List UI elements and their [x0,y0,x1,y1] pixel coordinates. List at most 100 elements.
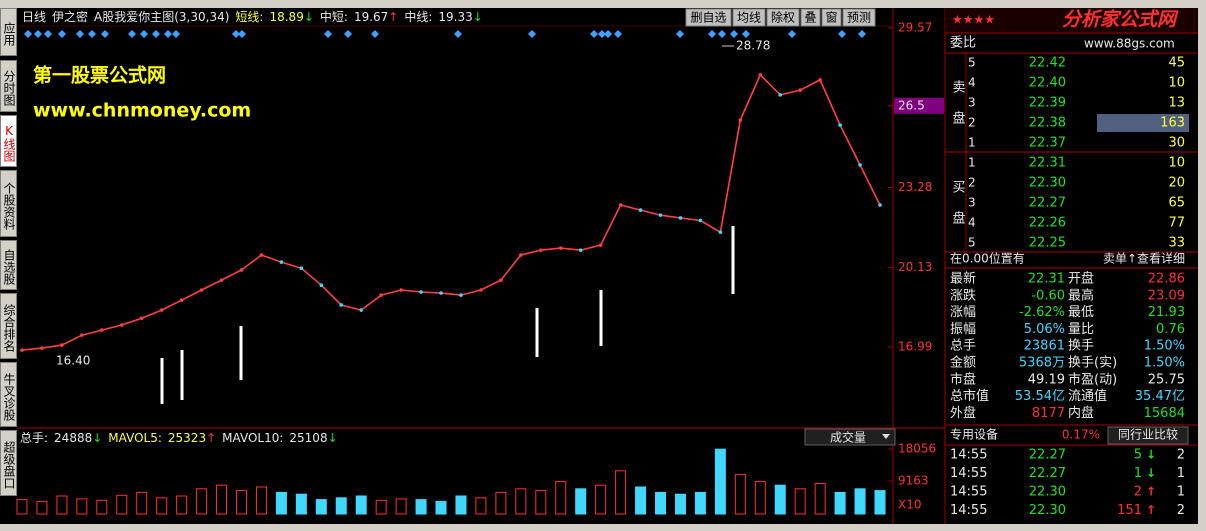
toolbar-button[interactable] [766,8,800,27]
signal-diamond [152,30,160,38]
toolbar-label: 叠 [804,11,816,25]
trade-arrow: ↓ [1146,466,1156,480]
dropdown-arrow [882,434,890,439]
menu-strip [0,0,1206,8]
volume-bar [734,473,746,515]
toolbar-label: 预测 [847,11,871,25]
toolbar-button[interactable] [685,8,732,27]
price: 22.38 [1029,116,1066,131]
stat-label: 涨幅 [950,305,976,320]
price-point [100,328,104,332]
side-label: 买盘 [950,180,966,242]
trade-price: 22.30 [1029,485,1066,500]
compare-button[interactable] [1107,426,1189,445]
price-point [479,288,483,292]
nav-tab[interactable]: 自选股 [0,240,17,290]
toolbar-button[interactable] [842,8,876,27]
toolbar-button[interactable] [821,8,842,27]
volume-bar [575,488,587,515]
segment: 中线: [404,9,432,24]
signal-diamond [454,30,462,38]
volume-bar [395,498,407,515]
stat-value: 25.75 [1148,372,1185,387]
trade-count: 1 [1177,485,1185,500]
signal-diamond [164,30,172,38]
toolbar-button[interactable] [800,8,821,27]
signal-diamond [614,30,622,38]
signal-diamond [101,30,109,38]
volume-bar [216,484,228,515]
signal-diamond [24,30,32,38]
volume-bar [694,491,706,515]
signal-diamond [88,30,96,38]
stat-label: 换手(实) [1068,356,1117,371]
price-point [538,248,543,252]
side-label: 卖盘 [950,80,966,142]
volume-bar [555,481,567,515]
segment: 18.89 [269,10,303,24]
volume: 45 [1168,56,1185,71]
chart-header: 日线 伊之密 A股我爱你主图(3,30,34) 短线: 18.89↓ 中短: 19.67↑ 中… [22,9,483,24]
level: 3 [968,96,976,110]
stat-label: 开盘 [1068,271,1094,287]
price-point [818,78,822,82]
toolbar-label: 窗 [825,11,837,25]
trade-time: 14:55 [950,503,987,518]
price: 22.27 [1029,196,1066,211]
volume-bar [196,488,208,515]
nav-tab[interactable]: 超级盘口 [0,430,17,496]
volume-bar [615,470,627,515]
volume-menu: 成交量 [830,430,866,445]
price-point [598,243,603,247]
nav-tab[interactable]: 应用 [0,8,17,56]
volume-bar [16,499,28,515]
price-point [798,88,802,92]
nav-tab[interactable]: 综合排名 [0,293,17,359]
nav-tab[interactable]: K线图 [0,115,17,167]
volume-bar [335,497,347,515]
price-point [778,93,783,97]
tick-highlight [894,97,944,114]
toolbar-button[interactable] [732,8,766,27]
logo-bg [945,8,1198,33]
segment: ↑ [388,10,398,24]
level: 4 [968,216,976,230]
stat-label: 最低 [1068,305,1094,320]
volume-menu-box[interactable] [804,428,896,446]
volume: 65 [1168,196,1185,211]
nav-tab[interactable]: 牛叉诊股 [0,362,17,427]
toolbar-label: 删自选 [690,11,726,25]
stat-value: 22.31 [1028,272,1065,287]
volume-bar [515,488,527,515]
row-highlight [1097,114,1189,132]
volume-bar [834,491,846,515]
signal-diamond [730,30,738,38]
trade-arrow: ↓ [1146,448,1156,462]
price-point [399,288,403,292]
trade-volume: 5 [1134,448,1142,463]
price-point [459,293,463,297]
volume-bar [235,490,247,515]
trade-price: 22.27 [1029,466,1066,481]
y-tick-label: 29.57 [898,20,932,34]
stat-value: 22.86 [1148,272,1185,287]
nav-tab[interactable]: 分时图 [0,60,17,112]
volume-bar [375,499,387,515]
watermark: 第一股票公式网 [33,64,166,87]
signal-diamond [44,30,52,38]
nav-tab[interactable]: 个股资料 [0,170,17,237]
price: 22.26 [1029,216,1066,231]
segment: 25108 [289,431,327,445]
stat-label: 振幅 [950,322,976,337]
volume-bar [595,484,607,515]
right-border [1198,0,1206,531]
stat-value: 23861 [1024,339,1065,354]
stat-value: 1.50% [1144,356,1185,371]
trade-time: 14:55 [950,466,987,481]
trade-time: 14:55 [950,485,987,500]
price: 22.31 [1029,156,1066,171]
logo-name: 分析家公式网 [1062,9,1179,31]
trade-time: 14:55 [950,448,987,463]
signal-diamond [140,30,148,38]
